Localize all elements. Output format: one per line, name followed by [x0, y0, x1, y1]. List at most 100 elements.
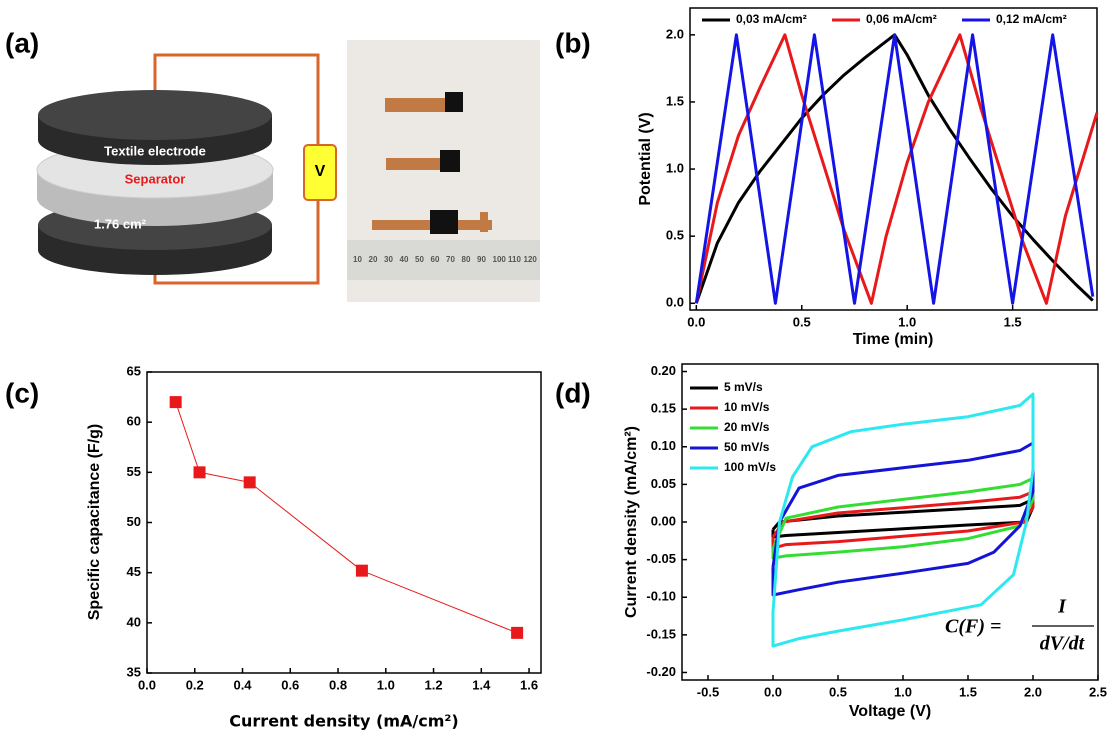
x-tick-label: 0.0	[687, 314, 705, 329]
ruler-label: 20	[369, 255, 378, 264]
legend-label: 20 mV/s	[724, 420, 770, 434]
y-tick-label: 55	[127, 464, 141, 479]
chart: (c) 0.0 0.2 0.4 0.6 0.8 1.0 1.2 1.4 1.6 35 40 45 50 55…	[5, 363, 542, 731]
x-axis-title: Current density (mA/cm²)	[229, 712, 458, 731]
point	[169, 396, 182, 409]
y-tick-label: 0.10	[651, 438, 676, 453]
formula: C(F) =	[945, 616, 1001, 638]
cell-diagram: (a) Textile electrode Separator 1.76 cm²…	[5, 27, 540, 302]
x-tick-label: 2.5	[1089, 684, 1107, 699]
x-tick-label: 1.5	[959, 684, 977, 699]
series-line	[771, 490, 1035, 550]
copper-strip	[372, 98, 492, 232]
y-axis-title: Specific capacitance (F/g)	[86, 424, 103, 621]
x-tick-label: 0.5	[793, 314, 811, 329]
y-tick-label: 0.0	[666, 295, 684, 310]
x-tick-label: 0.4	[233, 677, 252, 692]
y-tick-label: 1.5	[666, 93, 684, 108]
x-tick-label: 2.0	[1024, 684, 1042, 699]
ruler-label: 120	[524, 255, 538, 264]
series-line	[694, 33, 1095, 305]
series-line	[694, 33, 1094, 304]
legend-label: 0,06 mA/cm²	[866, 12, 937, 26]
y-tick-label: 0.5	[666, 228, 684, 243]
electrode-label: Textile electrode	[104, 143, 206, 158]
y-tick-label: 0.20	[651, 363, 676, 378]
ruler-label: 10	[353, 255, 362, 264]
ruler-label: 50	[415, 255, 424, 264]
chart: (b) 0.0 0.5 1.0 1.5 0.0 0.5 1.0 1.5 2.0 Time (min)…	[555, 7, 1099, 348]
formula: I	[1057, 596, 1067, 618]
y-tick-label: -0.10	[646, 589, 676, 604]
point	[511, 626, 524, 639]
chart: (d) -0.5 0.0 0.5 1.0 1.5 2.0 2.5 -0.20 -0.15 -0.10…	[555, 363, 1107, 720]
ruler-label: 60	[431, 255, 440, 264]
ruler-label: 40	[400, 255, 409, 264]
ruler-label: 80	[462, 255, 471, 264]
series-line	[771, 392, 1035, 648]
x-tick-label: 0.0	[764, 684, 782, 699]
panel-label: (b)	[555, 27, 591, 58]
legend-label: 100 mV/s	[724, 460, 776, 474]
y-tick-label: 50	[127, 514, 141, 529]
y-tick-label: -0.15	[646, 626, 676, 641]
y-tick-label: 45	[127, 564, 141, 579]
x-axis-title: Voltage (V)	[849, 703, 931, 720]
panel-label: (d)	[555, 377, 591, 408]
series-line	[771, 476, 1035, 560]
y-tick-label: 40	[127, 614, 141, 629]
separator-label: Separator	[125, 171, 186, 186]
textile-sample	[430, 210, 458, 234]
ruler	[347, 240, 540, 280]
voltmeter	[303, 144, 337, 201]
ruler-label: 30	[384, 255, 393, 264]
plot-frame	[689, 7, 1098, 311]
y-tick-label: 60	[127, 414, 141, 429]
ruler-label: 100	[493, 255, 507, 264]
x-tick-label: 1.0	[377, 677, 395, 692]
x-axis-title: Time (min)	[853, 331, 934, 348]
panel-label: (c)	[5, 377, 39, 408]
y-tick-label: 0.00	[651, 513, 676, 528]
legend-label: 0,03 mA/cm²	[736, 12, 807, 26]
legend-label: 5 mV/s	[724, 380, 763, 394]
x-tick-label: -0.5	[697, 684, 719, 699]
plot-frame	[146, 371, 542, 674]
x-tick-label: 0.2	[186, 677, 204, 692]
y-tick-label: 0.15	[651, 401, 676, 416]
area-label: 1.76 cm²	[94, 216, 147, 231]
y-tick-label: 0.05	[651, 476, 676, 491]
x-tick-label: 1.6	[520, 677, 538, 692]
ruler-label: 90	[477, 255, 486, 264]
point	[193, 466, 206, 479]
y-tick-label: 2.0	[666, 26, 684, 41]
x-tick-label: 1.4	[472, 677, 491, 692]
point	[355, 564, 368, 577]
x-tick-label: 0.0	[138, 677, 156, 692]
y-tick-label: -0.20	[646, 664, 676, 679]
ruler-labels: 10 20 30 40 50 60 70 80 90 100 110 120	[353, 255, 537, 264]
legend-label: 10 mV/s	[724, 400, 770, 414]
textile-sample	[445, 92, 463, 112]
x-tick-label: 1.0	[898, 314, 916, 329]
x-tick-label: 1.2	[425, 677, 443, 692]
x-tick-label: 0.5	[829, 684, 847, 699]
ruler-label: 70	[446, 255, 455, 264]
series-line	[175, 401, 518, 634]
point	[243, 476, 256, 489]
x-tick-label: 0.6	[281, 677, 299, 692]
series-line	[694, 33, 1099, 305]
y-tick-label: 1.0	[666, 161, 684, 176]
panel-label: (a)	[5, 27, 39, 58]
y-axis-title: Potential (V)	[637, 112, 654, 205]
y-axis-title: Current density (mA/cm²)	[623, 426, 640, 618]
legend-label: 50 mV/s	[724, 440, 770, 454]
x-tick-label: 0.8	[329, 677, 347, 692]
formula: dV/dt	[1040, 633, 1086, 655]
ruler-label: 110	[508, 255, 521, 264]
voltmeter-label: V	[315, 163, 326, 180]
y-tick-label: 65	[127, 363, 141, 378]
x-tick-label: 1.5	[1004, 314, 1022, 329]
x-tick-label: 1.0	[894, 684, 912, 699]
